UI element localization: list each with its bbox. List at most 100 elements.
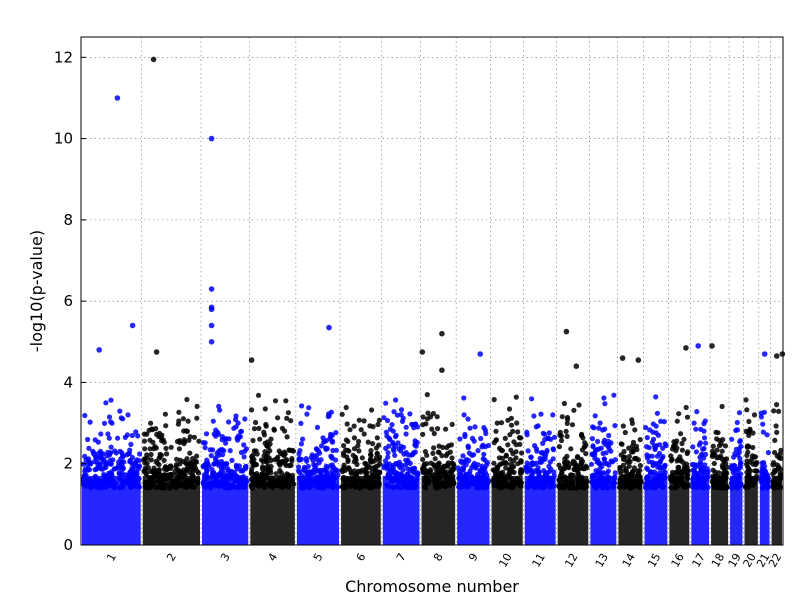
data-point <box>711 460 717 467</box>
data-point <box>184 428 190 434</box>
data-point <box>602 441 608 447</box>
data-point <box>233 413 239 419</box>
data-point <box>628 479 634 485</box>
data-point <box>632 455 639 461</box>
data-point <box>583 451 589 457</box>
data-point <box>754 468 760 474</box>
data-point <box>772 477 778 483</box>
data-point <box>461 412 467 418</box>
data-point <box>508 447 514 453</box>
data-point <box>390 484 396 490</box>
data-point <box>668 457 675 464</box>
data-point <box>296 468 302 474</box>
data-point <box>480 456 486 462</box>
data-point <box>535 470 542 476</box>
data-point <box>142 446 148 452</box>
data-point <box>588 461 595 467</box>
data-point <box>734 419 740 426</box>
data-point <box>381 415 387 421</box>
data-point <box>645 466 651 472</box>
data-point <box>203 431 210 437</box>
data-point <box>133 429 139 435</box>
data-point <box>649 453 655 459</box>
data-point <box>693 449 700 455</box>
data-point <box>182 472 188 478</box>
data-point <box>696 471 702 477</box>
data-point <box>427 467 433 473</box>
data-point <box>676 411 682 417</box>
data-point <box>109 420 115 426</box>
data-point <box>180 416 186 422</box>
data-point <box>82 466 88 472</box>
data-point <box>425 480 431 486</box>
y-axis: 0 2 4 6 8 10 12 <box>54 48 86 554</box>
data-point <box>617 478 623 484</box>
data-point <box>764 432 770 438</box>
data-point <box>189 483 195 489</box>
data-point <box>430 450 436 456</box>
data-point <box>120 465 126 471</box>
data-point <box>737 439 743 445</box>
data-point <box>228 483 234 489</box>
data-point <box>515 429 521 435</box>
data-point <box>283 398 289 404</box>
data-point <box>701 428 707 434</box>
data-point <box>389 422 395 428</box>
data-point <box>177 438 183 444</box>
data-point <box>576 475 582 481</box>
data-point <box>359 467 365 473</box>
data-point <box>193 458 199 464</box>
data-point <box>314 424 321 430</box>
data-point <box>88 485 94 491</box>
data-point <box>564 459 570 465</box>
y-tick-label: 2 <box>63 455 73 473</box>
data-point <box>593 485 600 491</box>
point-cloud-base <box>730 475 743 545</box>
data-point <box>271 427 277 433</box>
data-point <box>714 485 720 491</box>
data-point <box>86 445 92 451</box>
data-point <box>118 456 124 462</box>
data-point <box>603 450 609 456</box>
data-point <box>120 480 126 486</box>
data-point <box>749 453 756 459</box>
data-point <box>276 448 282 454</box>
data-point <box>82 472 88 478</box>
data-point <box>314 468 321 474</box>
data-point <box>284 457 290 463</box>
data-point <box>671 439 677 445</box>
data-point <box>431 430 437 437</box>
data-point <box>508 462 514 468</box>
data-point <box>355 443 361 449</box>
data-point <box>103 400 109 406</box>
data-point <box>546 430 552 436</box>
data-point <box>273 471 279 477</box>
data-point <box>129 454 135 461</box>
data-point <box>679 440 685 447</box>
data-point <box>127 474 133 480</box>
data-point <box>363 469 369 475</box>
data-point <box>148 457 154 463</box>
data-point <box>633 443 640 449</box>
data-point <box>517 469 524 475</box>
data-point <box>449 421 455 427</box>
data-point <box>213 427 219 433</box>
data-point <box>511 439 517 445</box>
data-point <box>690 476 696 482</box>
data-point <box>637 463 644 469</box>
data-point <box>684 475 691 482</box>
data-point <box>594 459 600 465</box>
data-point <box>738 460 744 466</box>
data-point <box>653 423 659 429</box>
y-tick-label: 10 <box>54 130 73 148</box>
data-point <box>359 455 365 461</box>
data-point <box>205 461 211 467</box>
data-point <box>722 471 728 478</box>
data-point <box>511 469 517 475</box>
data-point <box>384 417 391 424</box>
chromosome-3-points <box>200 403 250 545</box>
data-point <box>561 485 567 491</box>
point-cloud-base <box>691 475 710 545</box>
data-point <box>144 431 150 437</box>
data-point <box>724 456 730 462</box>
